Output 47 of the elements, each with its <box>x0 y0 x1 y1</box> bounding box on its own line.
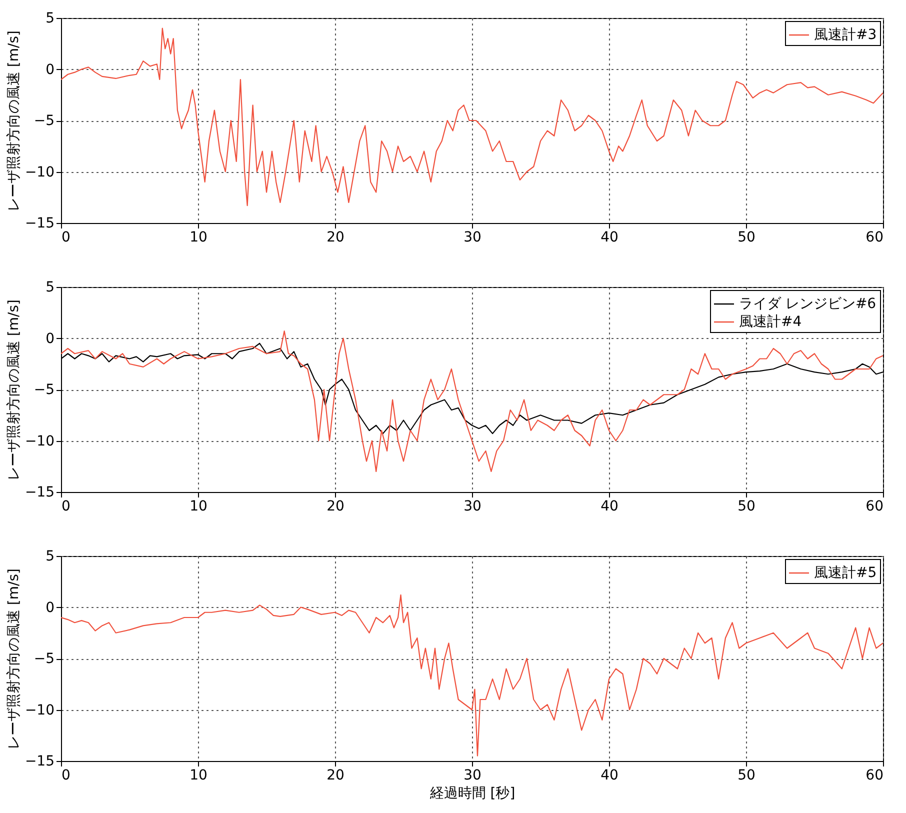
y-tick-label: 0 <box>46 62 54 78</box>
x-tick-label: 60 <box>866 768 884 784</box>
x-tick-label: 20 <box>326 230 344 246</box>
y-tick-label: −5 <box>34 113 54 129</box>
y-tick-label: −5 <box>34 651 54 667</box>
y-tick-label: 0 <box>46 600 54 616</box>
x-axis-title: 経過時間 [秒] <box>428 786 516 802</box>
y-tick-label: 0 <box>46 330 54 347</box>
y-axis-title: レーザ照射方向の風速 [m/s] <box>6 30 22 212</box>
x-tick-label: 0 <box>62 230 70 246</box>
x-tick-label: 40 <box>600 230 618 246</box>
legend-label: 風速計#3 <box>814 27 877 43</box>
x-tick-label: 10 <box>190 498 208 514</box>
y-axis-title: レーザ照射方向の風速 [m/s] <box>6 299 22 481</box>
line-series <box>61 330 883 472</box>
x-tick-label: 20 <box>326 768 344 784</box>
x-tick-label: 30 <box>464 768 482 784</box>
x-tick-label: 50 <box>738 498 756 514</box>
y-tick-label: −10 <box>24 433 54 450</box>
x-tick-label: 60 <box>866 230 884 246</box>
line-series <box>61 594 883 756</box>
x-tick-label: 10 <box>190 768 208 784</box>
x-tick-label: 20 <box>326 498 344 514</box>
x-tick-label: 60 <box>866 498 884 514</box>
y-tick-label: 5 <box>46 10 54 26</box>
x-tick-label: 0 <box>62 768 70 784</box>
x-tick-label: 50 <box>738 230 756 246</box>
y-tick-label: −10 <box>24 164 54 180</box>
x-tick-label: 0 <box>62 498 70 514</box>
y-tick-label: −5 <box>34 382 54 398</box>
x-tick-label: 30 <box>464 498 482 514</box>
legend-label: ライダ レンジビン#6 <box>739 296 876 312</box>
x-tick-label: 50 <box>738 768 756 784</box>
x-tick-label: 10 <box>190 230 208 246</box>
line-series <box>61 28 883 206</box>
y-tick-label: −15 <box>24 216 54 232</box>
x-tick-label: 40 <box>600 768 618 784</box>
legend-label: 風速計#4 <box>739 314 802 330</box>
y-tick-label: −15 <box>24 484 54 500</box>
y-tick-label: −15 <box>24 754 54 770</box>
x-tick-label: 40 <box>600 498 618 514</box>
y-axis-title: レーザ照射方向の風速 [m/s] <box>6 568 22 750</box>
y-tick-label: 5 <box>46 548 54 564</box>
y-tick-label: −10 <box>24 702 54 718</box>
y-tick-label: 5 <box>46 280 54 296</box>
x-tick-label: 30 <box>464 230 482 246</box>
legend-label: 風速計#5 <box>814 565 877 581</box>
